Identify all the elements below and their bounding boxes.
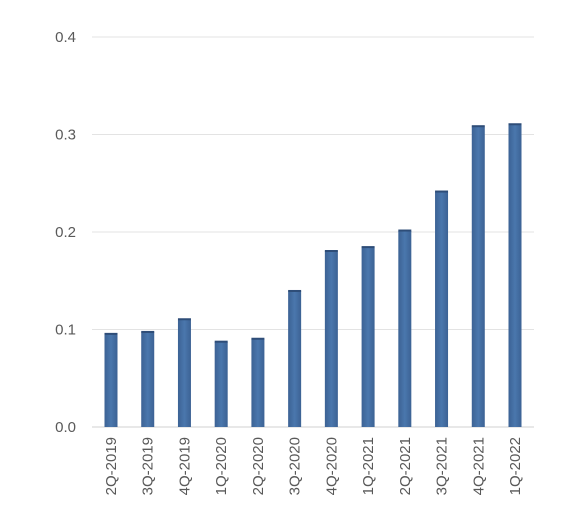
- bar-cap-3Q-2019: [141, 330, 155, 333]
- x-tick-label: 1Q-2022: [507, 437, 524, 495]
- x-tick-label: 1Q-2021: [360, 437, 377, 495]
- y-tick-label: 0.3: [55, 127, 76, 144]
- bar-cap-3Q-2021: [435, 190, 449, 193]
- bar-2Q-2021: [398, 231, 412, 427]
- bar-cap-1Q-2021: [361, 246, 375, 249]
- x-tick-label: 3Q-2019: [140, 437, 157, 495]
- bar-3Q-2019: [141, 332, 155, 427]
- bar-cap-3Q-2020: [288, 289, 302, 292]
- bar-cap-1Q-2022: [508, 123, 522, 126]
- bar-1Q-2022: [508, 124, 522, 427]
- x-tick-label: 4Q-2020: [323, 437, 340, 495]
- bar-3Q-2021: [435, 192, 449, 427]
- y-tick-label: 0.4: [55, 29, 76, 46]
- bar-3Q-2020: [288, 291, 302, 427]
- x-tick-label: 3Q-2020: [287, 437, 304, 495]
- y-axis-ticks: 0.0 0.1 0.2 0.3 0.4: [55, 29, 76, 436]
- gridlines: [92, 36, 534, 428]
- bar-cap-2Q-2020: [251, 337, 265, 340]
- bars: [104, 123, 522, 427]
- bar-2Q-2020: [251, 339, 265, 427]
- x-tick-label: 2Q-2019: [103, 437, 120, 495]
- bar-2Q-2019: [104, 334, 118, 427]
- y-tick-label: 0.1: [55, 322, 76, 339]
- bar-1Q-2021: [361, 247, 375, 427]
- x-tick-label: 2Q-2021: [397, 437, 414, 495]
- x-tick-label: 2Q-2020: [250, 437, 267, 495]
- bar-4Q-2019: [177, 319, 191, 427]
- bar-4Q-2020: [324, 251, 338, 427]
- bar-1Q-2020: [214, 342, 228, 427]
- bar-cap-4Q-2021: [471, 125, 485, 128]
- x-tick-label: 4Q-2019: [176, 437, 193, 495]
- bar-cap-1Q-2020: [214, 340, 228, 343]
- y-tick-label: 0.0: [55, 419, 76, 436]
- bar-cap-4Q-2020: [324, 250, 338, 252]
- x-tick-label: 1Q-2020: [213, 437, 230, 495]
- x-tick-label: 4Q-2021: [470, 437, 487, 495]
- bar-cap-2Q-2021: [398, 229, 412, 232]
- bar-4Q-2021: [471, 126, 485, 427]
- bar-cap-2Q-2019: [104, 332, 118, 335]
- y-tick-label: 0.2: [55, 224, 76, 241]
- bar-cap-4Q-2019: [177, 318, 191, 321]
- x-tick-label: 3Q-2021: [434, 437, 451, 495]
- x-axis-labels: 2Q-2019 3Q-2019 4Q-2019 1Q-2020 2Q-2020 3Q-20…: [103, 437, 524, 495]
